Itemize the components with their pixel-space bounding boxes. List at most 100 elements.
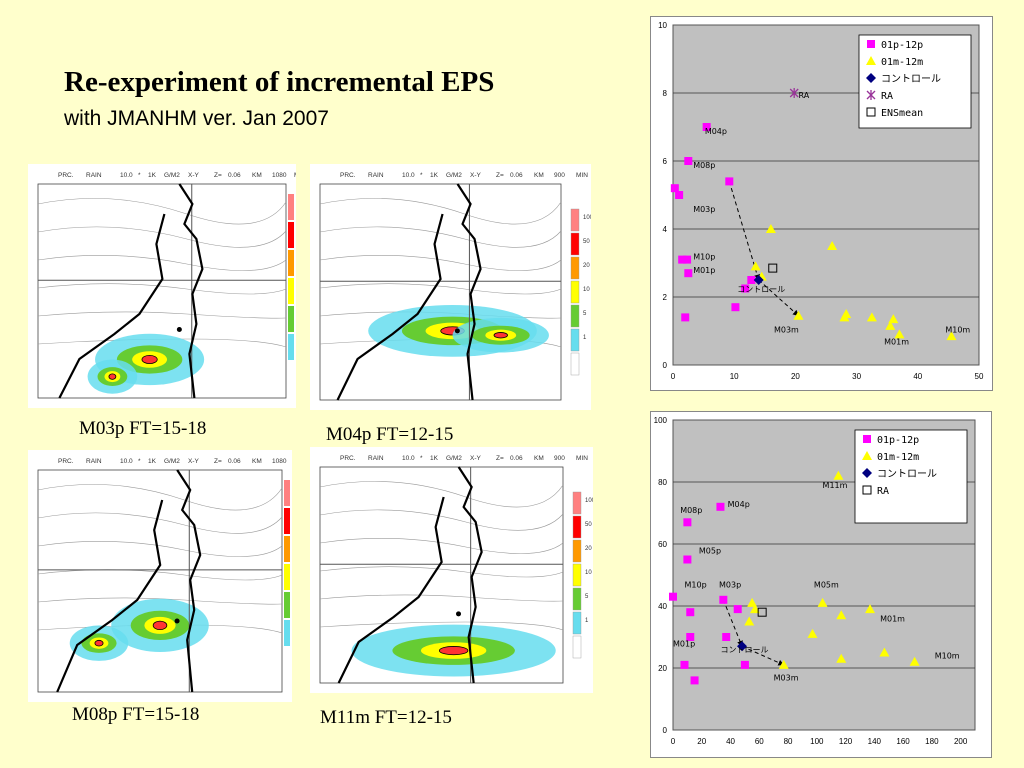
map-header-text: *: [138, 458, 141, 465]
color-scale-swatch: [288, 194, 294, 220]
map-header-text: 10.0: [402, 455, 415, 462]
map-header-text: KM: [252, 458, 262, 465]
point-annotation: M08p: [693, 161, 715, 170]
data-point: [778, 659, 789, 669]
map-header-text: PRC.: [340, 455, 356, 462]
legend-marker: [866, 107, 876, 117]
x-tick-label: 10: [730, 372, 739, 381]
y-tick-label: 2: [663, 293, 668, 302]
precip-area-intense: [152, 620, 168, 631]
map-header-text: 1K: [148, 458, 157, 465]
station-dot: [174, 618, 180, 624]
legend-marker: [866, 73, 876, 83]
x-tick-label: 60: [755, 737, 764, 746]
legend-marker: [862, 485, 872, 495]
map-caption-m11m: M11m FT=12-15: [320, 707, 452, 728]
trajectory-arrow: [728, 181, 761, 281]
pressure-contour: [37, 283, 287, 295]
map-header-text: G/M2: [164, 172, 180, 179]
color-scale-swatch: [284, 592, 290, 618]
map-header-text: X-Y: [470, 455, 482, 462]
coastline-east: [456, 183, 482, 401]
map-header-text: PRC.: [340, 172, 356, 179]
y-tick-label: 40: [658, 602, 667, 611]
x-tick-label: 20: [791, 372, 800, 381]
scatter-chart-top: 0 2 4 6 8 10 0 10 20 30 40 50 RA M04p M08p M03p M10p M01p…: [650, 16, 993, 391]
pressure-contour: [319, 226, 562, 248]
data-point: [741, 284, 750, 293]
color-scale-swatch: [570, 328, 580, 352]
station-dot: [456, 611, 462, 617]
legend-label: 01m-12m: [881, 57, 923, 68]
map-header-text: 900: [554, 455, 565, 462]
map-header-text: RAIN: [368, 455, 384, 462]
point-annotation: M03m: [774, 326, 799, 335]
y-tick-label: 6: [663, 157, 668, 166]
point-annotation: M08p: [680, 506, 702, 515]
color-scale-swatch: [570, 304, 580, 328]
color-scale-swatch: [572, 515, 582, 539]
map-frame: [37, 469, 283, 693]
map-header-text: 1K: [430, 172, 439, 179]
precip-area-intense: [493, 332, 508, 339]
data-point: [768, 263, 778, 273]
y-tick-label: 60: [658, 540, 667, 549]
data-point: [894, 329, 905, 339]
map-header-text: PRC.: [58, 458, 74, 465]
data-point: [737, 641, 748, 652]
coastline-west: [337, 496, 445, 684]
x-tick-label: 50: [975, 372, 984, 381]
legend-label: RA: [881, 91, 893, 102]
point-annotation: M10p: [685, 580, 707, 589]
map-header-text: MIN: [576, 172, 588, 179]
point-annotation: M04p: [705, 127, 727, 136]
map-header-text: *: [420, 455, 423, 462]
map-caption-m04p: M04p FT=12-15: [326, 424, 454, 445]
map-header-text: Z=: [214, 458, 222, 465]
data-point: [765, 224, 776, 233]
legend-label: ENSmean: [881, 108, 923, 119]
color-scale-swatch: [572, 539, 582, 563]
color-scale-swatch: [570, 352, 580, 376]
pressure-contour: [37, 569, 283, 581]
data-point: [865, 604, 876, 614]
data-point: [807, 628, 818, 638]
map-header-text: *: [420, 172, 423, 179]
pressure-contour: [37, 512, 283, 534]
color-scale-swatch: [288, 334, 294, 360]
y-tick-label: 0: [663, 726, 668, 735]
color-scale-swatch: [570, 208, 580, 232]
data-point: [747, 276, 756, 284]
map-caption-m08p: M08p FT=15-18: [72, 704, 200, 725]
data-point: [683, 255, 692, 264]
pressure-contour: [319, 538, 564, 554]
color-scale-label: 100: [585, 498, 593, 504]
trajectory-arrow: [722, 599, 743, 647]
legend-label: コントロール: [877, 469, 937, 480]
data-point: [749, 604, 760, 614]
point-annotation: M04p: [728, 500, 750, 509]
x-tick-label: 160: [896, 737, 910, 746]
pressure-contour: [37, 226, 287, 248]
data-point: [683, 518, 692, 527]
point-annotation: M01m: [884, 338, 909, 347]
x-tick-label: 0: [671, 737, 676, 746]
trajectory-arrow: [741, 645, 785, 666]
pressure-contour: [37, 541, 283, 557]
map-header-text: MIN: [576, 455, 588, 462]
data-point: [678, 255, 687, 264]
color-scale-swatch: [572, 611, 582, 635]
data-point: [680, 660, 689, 669]
precip-area-intense: [438, 646, 469, 656]
x-tick-label: 40: [913, 372, 922, 381]
precip-map: PRC. RAIN 10.0 * 1K G/M2 X-Y Z= 0.06 KM 900 MIN 100 5…: [319, 455, 593, 684]
scatter-svg: 0 20 40 60 80 100 0 20 40 60 80 100 120 140 160 180 200 M…: [654, 416, 976, 746]
color-scale-label: 10: [585, 570, 592, 576]
point-annotation: M11m: [823, 481, 848, 490]
color-scale-swatch: [572, 587, 582, 611]
data-point: [827, 241, 838, 250]
color-scale-swatch: [570, 232, 580, 256]
x-tick-label: 0: [671, 372, 676, 381]
point-annotation: M01m: [880, 615, 905, 624]
legend-label: コントロール: [881, 74, 941, 85]
